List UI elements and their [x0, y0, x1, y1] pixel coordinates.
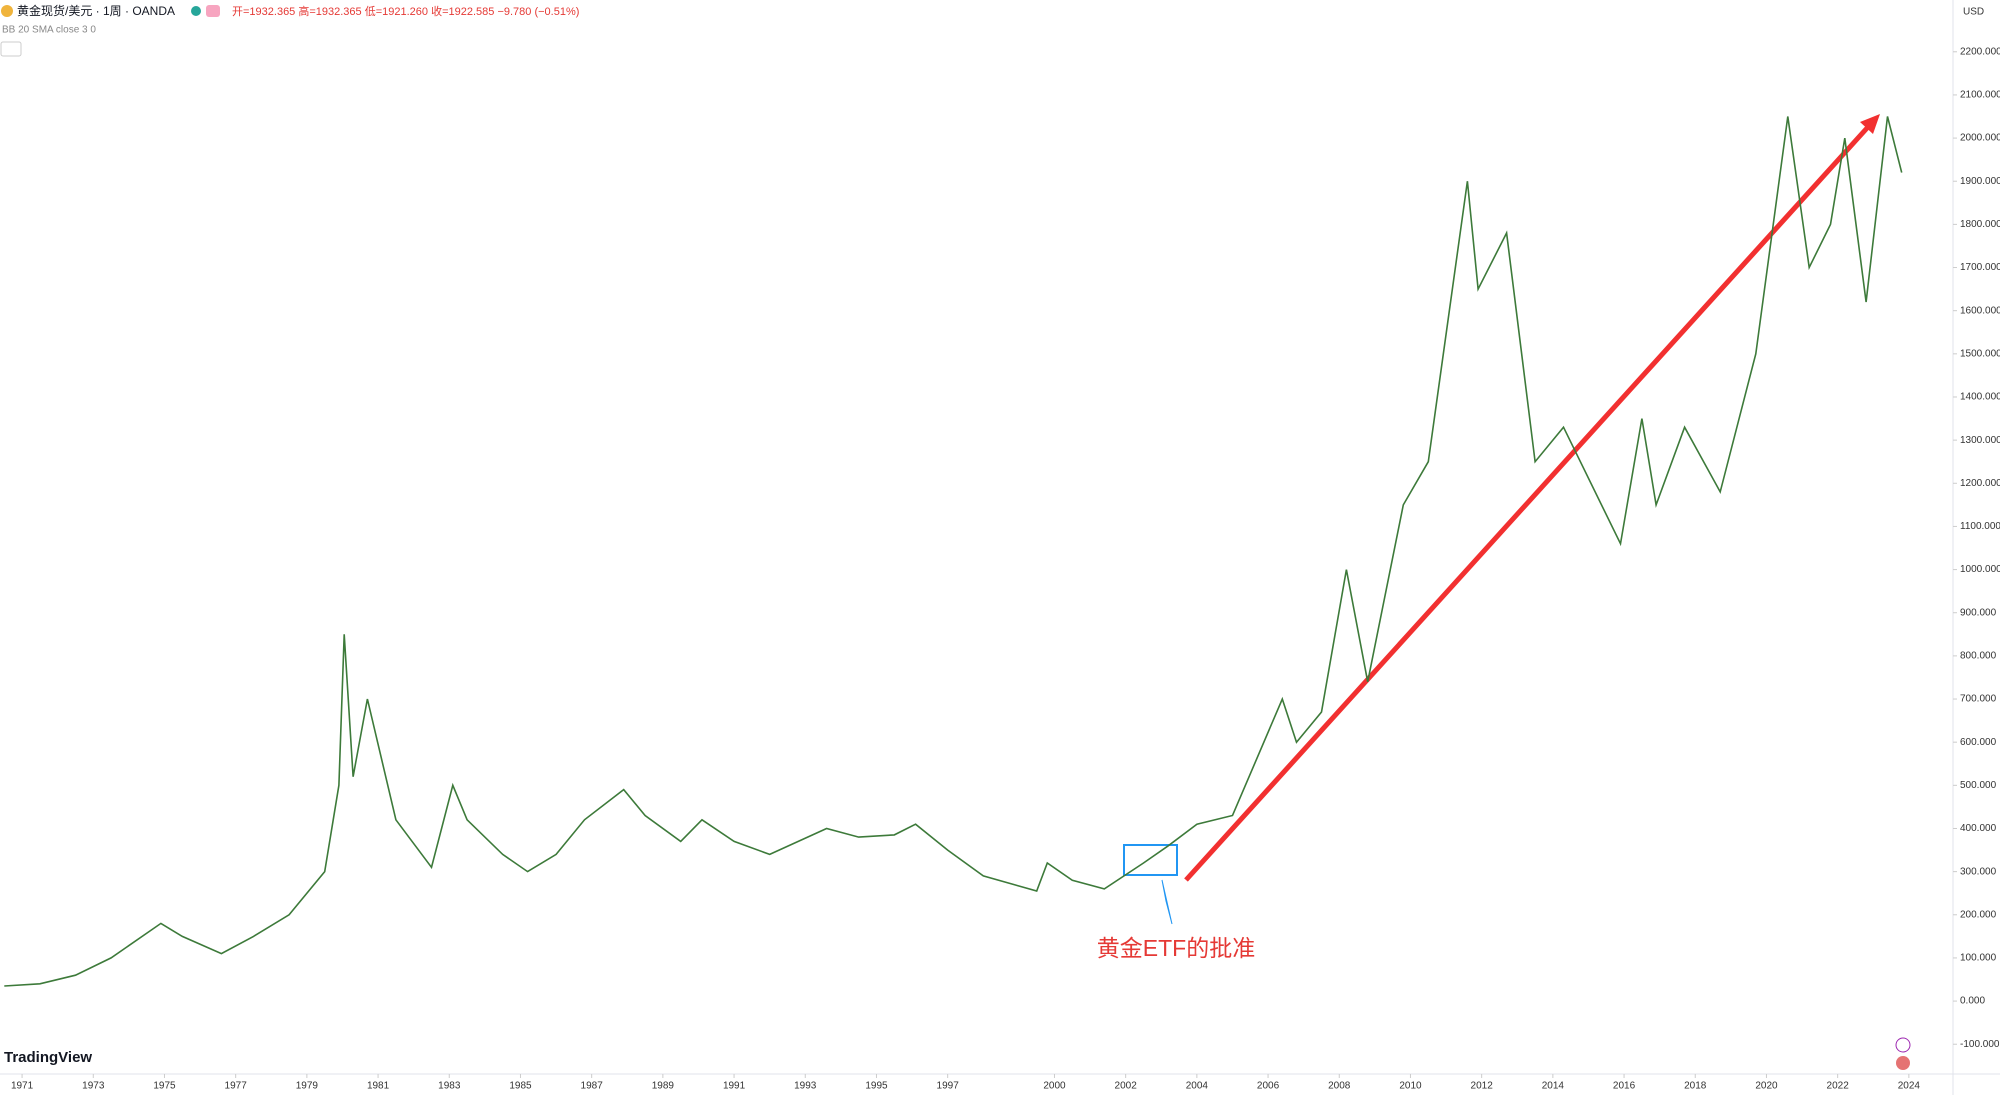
x-tick-label: 1989 — [652, 1081, 675, 1092]
symbol-title: 黄金现货/美元 · 1周 · OANDA — [17, 3, 175, 18]
y-tick-label: 200.000 — [1960, 909, 1997, 920]
x-tick-label: 2012 — [1471, 1081, 1494, 1092]
trend-arrow — [1184, 125, 1870, 882]
y-tick-label: 0.000 — [1960, 996, 1985, 1007]
y-tick-label: 400.000 — [1960, 823, 1997, 834]
y-tick-label: 300.000 — [1960, 866, 1997, 877]
pointer-arrow — [1161, 879, 1173, 925]
y-tick-label: 2100.000 — [1960, 90, 2000, 101]
x-tick-label: 2020 — [1755, 1081, 1778, 1092]
x-tick-label: 2004 — [1186, 1081, 1209, 1092]
x-tick-label: 1987 — [581, 1081, 604, 1092]
y-tick-label: 1400.000 — [1960, 392, 2000, 403]
x-tick-label: 1979 — [296, 1081, 319, 1092]
indicator-label: BB 20 SMA close 3 0 — [2, 25, 96, 36]
x-tick-label: 1981 — [367, 1081, 390, 1092]
y-tick-label: 500.000 — [1960, 780, 1997, 791]
x-tick-label: 2014 — [1542, 1081, 1565, 1092]
currency-label: USD — [1963, 7, 1984, 18]
y-tick-label: 2200.000 — [1960, 46, 2000, 57]
y-tick-label: 700.000 — [1960, 694, 1997, 705]
y-tick-label: -100.000 — [1960, 1039, 2000, 1050]
x-tick-label: 1995 — [865, 1081, 888, 1092]
y-tick-label: 1000.000 — [1960, 564, 2000, 575]
x-tick-label: 1983 — [438, 1081, 461, 1092]
y-tick-label: 2000.000 — [1960, 133, 2000, 144]
flag-icon[interactable] — [1896, 1056, 1910, 1070]
x-tick-label: 2006 — [1257, 1081, 1280, 1092]
y-tick-label: 1200.000 — [1960, 478, 2000, 489]
y-tick-label: 100.000 — [1960, 953, 1997, 964]
x-tick-label: 1985 — [509, 1081, 532, 1092]
y-tick-label: 1900.000 — [1960, 176, 2000, 187]
x-tick-label: 2008 — [1328, 1081, 1351, 1092]
x-tick-label: 2010 — [1399, 1081, 1422, 1092]
x-tick-label: 1993 — [794, 1081, 817, 1092]
x-tick-label: 2024 — [1898, 1081, 1921, 1092]
x-tick-label: 1977 — [225, 1081, 248, 1092]
y-tick-label: 1600.000 — [1960, 305, 2000, 316]
y-tick-label: 1100.000 — [1960, 521, 2000, 532]
annotation: 黄金ETF的批准 — [1097, 935, 1255, 961]
x-tick-label: 2000 — [1043, 1081, 1066, 1092]
y-tick-label: 1300.000 — [1960, 435, 2000, 446]
x-tick-label: 1997 — [937, 1081, 960, 1092]
y-tick-label: 800.000 — [1960, 651, 1997, 662]
x-tick-label: 2016 — [1613, 1081, 1636, 1092]
x-tick-label: 2018 — [1684, 1081, 1707, 1092]
flag-button[interactable] — [206, 5, 220, 17]
alert-icon[interactable] — [1895, 1037, 1911, 1053]
highlight-box — [1123, 844, 1178, 876]
collapse-button[interactable] — [0, 41, 22, 57]
y-tick-label: 900.000 — [1960, 607, 1997, 618]
y-tick-label: 600.000 — [1960, 737, 1997, 748]
y-tick-label: 1800.000 — [1960, 219, 2000, 230]
status-dot[interactable] — [191, 6, 201, 16]
x-tick-label: 1973 — [82, 1081, 105, 1092]
trend-arrowhead — [1860, 114, 1880, 134]
x-tick-label: 2022 — [1827, 1081, 1850, 1092]
brand-logo: TradingView — [4, 1049, 92, 1066]
x-tick-label: 1991 — [723, 1081, 746, 1092]
x-tick-label: 1971 — [11, 1081, 34, 1092]
x-tick-label: 2002 — [1115, 1081, 1138, 1092]
ohlc-values: 开=1932.365 高=1932.365 低=1921.260 收=1922.… — [232, 4, 579, 18]
price-line — [4, 116, 1903, 987]
x-tick-label: 1975 — [153, 1081, 176, 1092]
y-tick-label: 1500.000 — [1960, 348, 2000, 359]
y-tick-label: 1700.000 — [1960, 262, 2000, 273]
symbol-icon — [1, 5, 13, 17]
